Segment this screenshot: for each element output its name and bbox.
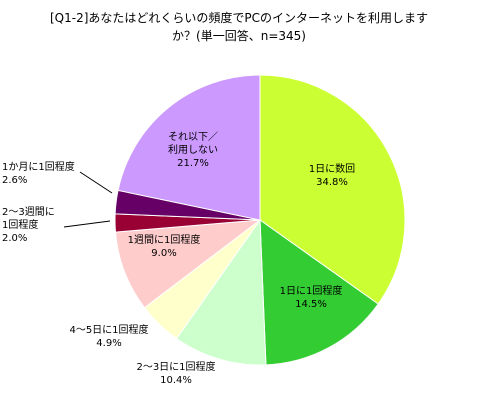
slice-name-8: それ以下／: [168, 131, 218, 143]
slice-name-4: 4～5日に1回程度: [69, 323, 148, 336]
slice-value-3: 10.4%: [160, 375, 192, 386]
slice-value-6: 2.0%: [2, 233, 27, 244]
pie-slice-2: [259, 219, 379, 366]
slice-name-5: 1週間に1回程度: [128, 233, 201, 246]
slice-name-2: 1日に1回程度: [280, 284, 343, 297]
leader-lines: [63, 171, 113, 228]
pie-slice-1: [259, 74, 406, 305]
leader-line-6: [63, 220, 111, 228]
slice-name-8: 利用しない: [168, 144, 218, 156]
leader-line-7: [79, 171, 113, 194]
pie-slice-8: [117, 74, 261, 221]
pie-slices: [114, 74, 406, 366]
slice-value-2: 14.5%: [295, 299, 327, 310]
slice-value-7: 2.6%: [2, 175, 27, 186]
slice-name-1: 1日に数回: [309, 162, 355, 175]
slice-name-7: 1か月に1回程度: [2, 160, 75, 173]
slice-value-5: 9.0%: [151, 248, 176, 259]
slice-value-8: 21.7%: [177, 158, 209, 169]
slice-labels: 1日に数回 34.8% 1日に1回程度 14.5% 2～3日に1回程度 10.4% 4～5日…: [2, 131, 355, 386]
slice-value-1: 34.8%: [316, 177, 348, 188]
slice-name-6: 2～3週間に: [2, 206, 55, 218]
pie-slice-3: [175, 218, 267, 366]
slice-name-6: 1回程度: [2, 218, 38, 231]
chart-title-line-2: か？(単一回答、n=345): [172, 28, 306, 43]
slice-name-3: 2～3日に1回程度: [136, 360, 215, 373]
pie-slice-5: [114, 219, 262, 309]
slice-value-4: 4.9%: [96, 338, 121, 349]
chart-title-line-1: [Q1-2]あなたはどれくらいの頻度でPCのインターネットを利用します: [50, 10, 428, 25]
